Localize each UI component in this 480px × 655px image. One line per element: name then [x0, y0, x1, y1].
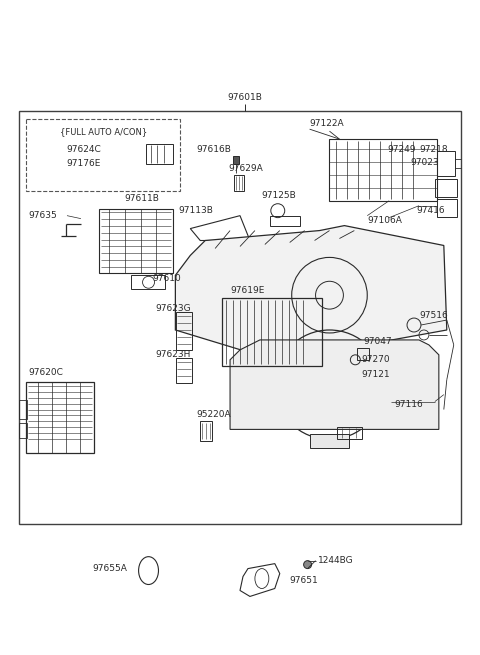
Text: 97106A: 97106A: [367, 216, 402, 225]
Text: 97023: 97023: [410, 159, 439, 168]
Text: 1244BG: 1244BG: [318, 556, 353, 565]
Bar: [437, 198, 457, 217]
Bar: [270, 215, 300, 225]
Text: 97113B: 97113B: [179, 206, 213, 215]
Text: 97125B: 97125B: [262, 191, 297, 200]
Text: 97635: 97635: [28, 211, 57, 220]
Text: 97416: 97416: [416, 206, 444, 215]
Bar: [200, 421, 212, 441]
Bar: [337, 428, 362, 440]
Text: 97651: 97651: [290, 576, 318, 585]
Bar: [19, 111, 461, 524]
Text: 97249: 97249: [387, 145, 416, 153]
Circle shape: [304, 561, 312, 569]
Bar: [176, 312, 192, 350]
Bar: [222, 298, 322, 365]
Text: {FULL AUTO A/CON}: {FULL AUTO A/CON}: [60, 126, 147, 136]
Text: 97218: 97218: [419, 145, 447, 153]
Text: 97655A: 97655A: [93, 564, 128, 573]
Circle shape: [312, 367, 348, 403]
Bar: [233, 156, 239, 164]
Bar: [99, 209, 173, 273]
Bar: [435, 179, 457, 196]
Text: 97121: 97121: [361, 370, 390, 379]
Text: 97624C: 97624C: [66, 145, 101, 153]
Text: 97176E: 97176E: [66, 159, 100, 168]
Bar: [131, 275, 166, 290]
Bar: [176, 358, 192, 383]
Text: 97047: 97047: [363, 337, 392, 346]
Text: 97611B: 97611B: [125, 195, 159, 203]
Text: 97122A: 97122A: [310, 119, 344, 128]
Text: 97610: 97610: [153, 274, 181, 283]
Bar: [357, 348, 369, 360]
Bar: [19, 423, 27, 438]
Text: 95220A: 95220A: [196, 410, 231, 419]
Text: 97623H: 97623H: [156, 350, 191, 360]
Text: 97601B: 97601B: [228, 93, 263, 102]
Text: 97616B: 97616B: [196, 145, 231, 153]
Bar: [26, 382, 94, 453]
Text: 97629A: 97629A: [228, 164, 263, 174]
Bar: [19, 400, 27, 419]
Text: 97620C: 97620C: [28, 368, 63, 377]
Text: 97270: 97270: [361, 355, 390, 364]
Bar: [310, 434, 349, 448]
Bar: [145, 144, 173, 164]
Text: 97619E: 97619E: [230, 286, 264, 295]
Polygon shape: [230, 340, 439, 430]
Bar: [437, 151, 455, 176]
Text: 97623G: 97623G: [156, 304, 191, 312]
Text: 97516: 97516: [419, 310, 448, 320]
Bar: [234, 175, 244, 191]
Polygon shape: [175, 225, 447, 365]
Text: 97116: 97116: [394, 400, 423, 409]
Bar: [329, 139, 437, 200]
